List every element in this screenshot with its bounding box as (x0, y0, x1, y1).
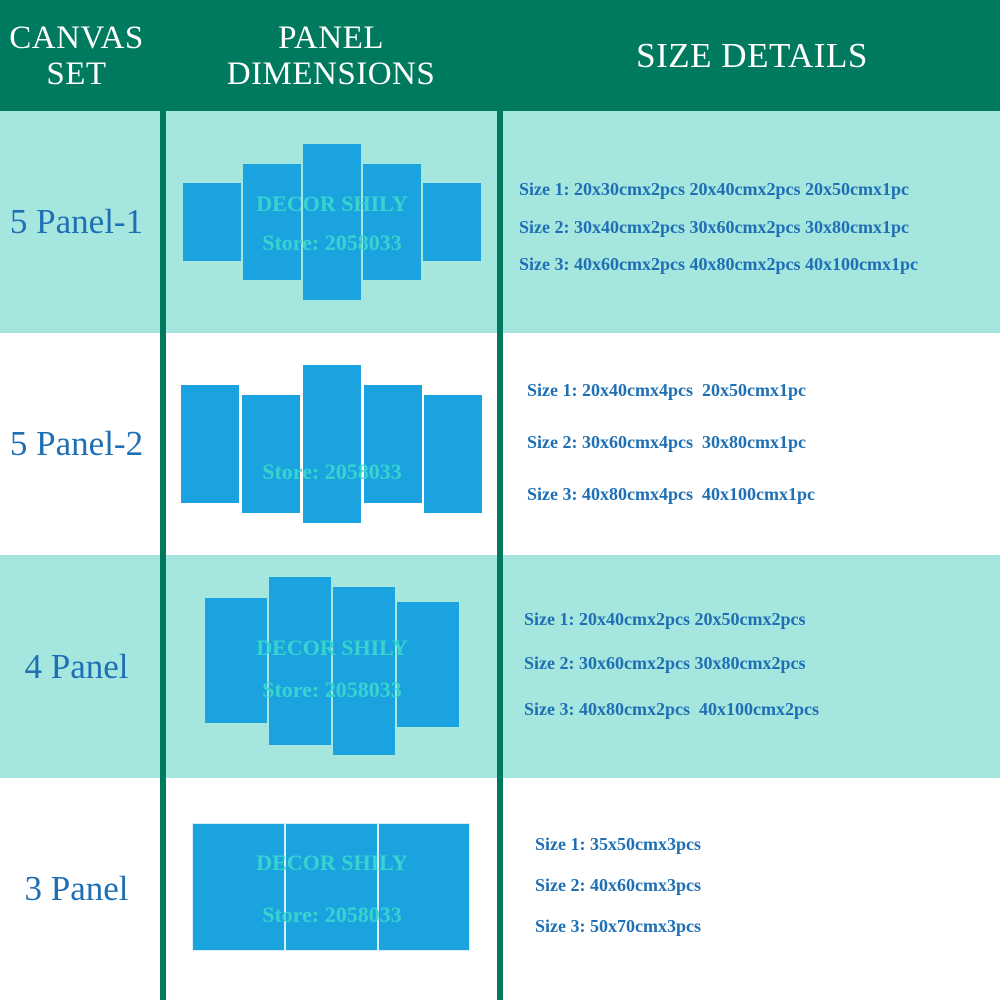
canvas-panel (303, 365, 361, 523)
size-option: Size 2: 30x60cmx4pcs 30x80cmx1pc (527, 432, 806, 452)
canvas-panel (303, 144, 361, 300)
canvas-panel (378, 823, 470, 951)
canvas-panel (205, 598, 267, 723)
panel-layout-diagram: Store: 2058033 (0, 333, 1000, 555)
size-option: Size 3: 40x60cmx2pcs 40x80cmx2pcs 40x100… (519, 254, 918, 274)
watermark-store: Store: 2058033 (262, 230, 402, 255)
header-panel-dimensions: PANEL DIMENSIONS (166, 0, 496, 111)
size-option: Size 3: 40x80cmx2pcs 40x100cmx2pcs (524, 699, 819, 719)
canvas-panel (363, 164, 421, 280)
row-label: 5 Panel-2 (9, 424, 144, 463)
watermark-store: Store: 2058033 (262, 902, 402, 927)
header-canvas-set-line1: CANVAS (9, 19, 144, 56)
canvas-panel (269, 577, 331, 745)
header-canvas-set: CANVAS SET (0, 0, 153, 111)
panel-layout-diagram: DECOR SHILY Store: 2058033 (0, 778, 1000, 1000)
canvas-panel (423, 183, 481, 261)
canvas-panel (285, 823, 378, 951)
canvas-panel (181, 385, 239, 503)
size-option: Size 3: 50x70cmx3pcs (535, 916, 701, 936)
row-label: 4 Panel (24, 646, 129, 686)
canvas-panel (397, 602, 459, 727)
header-panel-dimensions-line1: PANEL (278, 19, 384, 56)
size-option: Size 2: 40x60cmx3pcs (535, 875, 701, 895)
canvas-panel (424, 395, 482, 513)
canvas-panel (364, 385, 422, 503)
canvas-panel (183, 183, 241, 261)
header-canvas-set-line2: SET (46, 55, 107, 92)
header-panel-dimensions-line2: DIMENSIONS (226, 55, 436, 92)
size-option: Size 2: 30x40cmx2pcs 30x60cmx2pcs 30x80c… (519, 217, 909, 237)
header-size-details: SIZE DETAILS (504, 0, 1000, 111)
row-label: 5 Panel-1 (9, 202, 144, 241)
size-option: Size 1: 35x50cmx3pcs (535, 834, 701, 854)
size-option: Size 1: 20x40cmx4pcs 20x50cmx1pc (527, 380, 806, 400)
watermark-brand: DECOR SHILY (256, 850, 408, 875)
canvas-panel (242, 395, 300, 513)
canvas-panel (243, 164, 301, 280)
size-option: Size 2: 30x60cmx2pcs 30x80cmx2pcs (524, 653, 806, 673)
size-option: Size 1: 20x40cmx2pcs 20x50cmx2pcs (524, 609, 806, 629)
size-option: Size 3: 40x80cmx4pcs 40x100cmx1pc (527, 484, 815, 504)
header-size-details-label: SIZE DETAILS (636, 35, 868, 75)
watermark-store: Store: 2058033 (262, 677, 402, 702)
panel-layout-diagram: DECOR SHILY Store: 2058033 (0, 555, 1000, 778)
column-divider (160, 0, 166, 1000)
panel-layout-diagram: DECOR SHILY Store: 2058033 (0, 111, 1000, 333)
watermark-brand: DECOR SHILY (256, 191, 408, 216)
watermark-brand: DECOR SHILY (256, 635, 408, 660)
watermark-store: Store: 2058033 (262, 459, 402, 484)
column-divider (497, 0, 503, 1000)
size-option: Size 1: 20x30cmx2pcs 20x40cmx2pcs 20x50c… (519, 179, 909, 199)
canvas-panel (333, 587, 395, 755)
row-label: 3 Panel (24, 869, 129, 908)
canvas-panel (192, 823, 285, 951)
